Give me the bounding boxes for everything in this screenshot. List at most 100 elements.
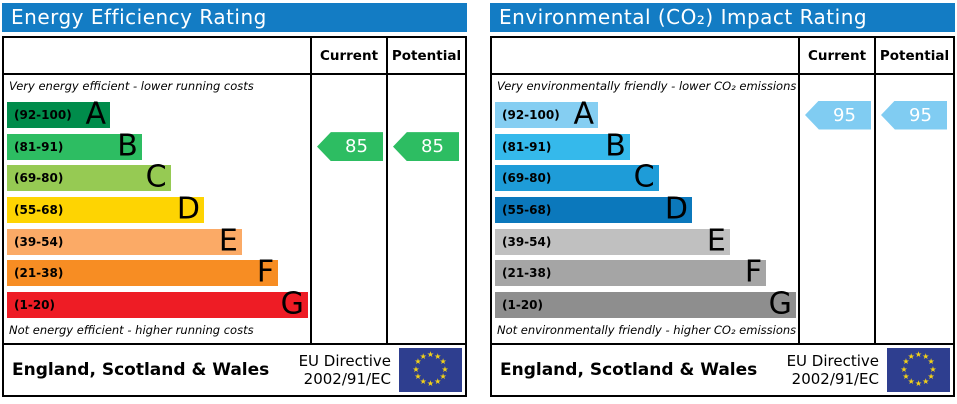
eu-star: ★	[434, 351, 442, 361]
current-rating-arrow: 85	[317, 132, 383, 162]
band-bar-c: (69-80) C	[7, 159, 171, 195]
band-range: (39-54)	[14, 235, 64, 249]
band-letter: E	[706, 223, 726, 259]
band-bar-f: (21-38) F	[7, 254, 279, 290]
band-bar-f: (21-38) F	[495, 257, 767, 287]
energy-efficiency-panel: Energy Efficiency Rating Current Potenti…	[2, 3, 467, 397]
current-rating-arrow: 95	[805, 100, 871, 130]
band-letter: B	[117, 128, 138, 164]
band-letter: D	[664, 191, 688, 227]
region-label: England, Scotland & Wales	[12, 360, 270, 380]
column-divider	[798, 38, 800, 343]
band-letter: F	[256, 254, 275, 290]
bottom-note: Not environmentally friendly - higher CO…	[497, 323, 797, 337]
band-row-g: (1-20) G	[7, 286, 310, 322]
eu-star: ★	[927, 357, 935, 367]
eu-star: ★	[902, 357, 910, 367]
band-letter: A	[573, 96, 595, 132]
eu-star: ★	[441, 364, 449, 374]
band-row-d: (55-68) D	[495, 191, 798, 227]
eu-star: ★	[922, 377, 930, 387]
band-bar-g: (1-20) G	[495, 289, 796, 319]
eu-star: ★	[419, 377, 427, 387]
top-note: Very energy efficient - lower running co…	[9, 79, 254, 93]
eu-star: ★	[922, 351, 930, 361]
eu-directive-line1: EU Directive	[786, 352, 879, 370]
environmental-impact-panel: Environmental (CO₂) Impact Rating Curren…	[490, 3, 955, 397]
band-row-b: (81-91) B	[7, 128, 310, 164]
eu-flag-icon: ★ ★ ★ ★ ★ ★ ★ ★ ★ ★ ★ ★	[399, 348, 462, 392]
eu-star: ★	[439, 371, 447, 381]
band-row-g: (1-20) G	[495, 289, 798, 319]
band-range: (55-68)	[14, 203, 64, 217]
band-range: (39-54)	[502, 235, 552, 249]
header-row-divider	[492, 73, 953, 75]
band-range: (55-68)	[502, 203, 552, 217]
eu-star: ★	[434, 377, 442, 387]
band-bar-g: (1-20) G	[7, 286, 308, 322]
band-bar-a: (92-100) A	[495, 96, 599, 132]
panel-title: Environmental (CO₂) Impact Rating	[490, 3, 955, 32]
band-bar-c: (69-80) C	[495, 159, 659, 195]
band-range: (1-20)	[502, 298, 543, 312]
potential-column-header: Potential	[391, 47, 462, 64]
band-range: (21-38)	[502, 266, 552, 280]
eu-star: ★	[902, 371, 910, 381]
band-letter: G	[280, 286, 304, 322]
energy-rating-chart: Current Potential Very energy efficient …	[2, 36, 467, 345]
band-row-c: (69-80) C	[495, 159, 798, 195]
potential-rating-arrow: 85	[393, 132, 459, 162]
band-row-a: (92-100) A	[7, 96, 310, 132]
bottom-note: Not energy efficient - higher running co…	[9, 323, 254, 337]
band-row-f: (21-38) F	[7, 254, 310, 290]
eu-star: ★	[907, 377, 915, 387]
band-bar-d: (55-68) D	[495, 191, 692, 227]
band-row-b: (81-91) B	[495, 128, 798, 164]
column-divider	[386, 38, 388, 343]
band-range: (1-20)	[14, 298, 55, 312]
column-divider	[874, 38, 876, 343]
band-range: (92-100)	[502, 108, 560, 122]
band-bar-b: (81-91) B	[7, 128, 142, 164]
band-bar-e: (39-54) E	[7, 223, 242, 259]
current-column-header: Current	[319, 47, 379, 64]
header-row-divider	[4, 73, 465, 75]
band-row-c: (69-80) C	[7, 159, 310, 195]
band-range: (92-100)	[14, 108, 72, 122]
panel-footer: England, Scotland & Wales EU Directive 2…	[2, 343, 467, 397]
current-column-header: Current	[807, 47, 867, 64]
eu-star: ★	[412, 364, 420, 374]
column-divider	[310, 38, 312, 343]
eu-directive-label: EU Directive 2002/91/EC	[299, 352, 391, 388]
band-bar-b: (81-91) B	[495, 128, 630, 164]
potential-column-header: Potential	[879, 47, 950, 64]
eu-star: ★	[439, 357, 447, 367]
band-range: (21-38)	[14, 266, 64, 280]
eu-star: ★	[419, 351, 427, 361]
band-letter: C	[633, 159, 655, 195]
eu-star: ★	[914, 350, 923, 359]
band-letter: C	[145, 159, 167, 195]
eu-directive-line2: 2002/91/EC	[303, 370, 391, 388]
eu-star: ★	[929, 364, 937, 374]
eu-star: ★	[927, 371, 935, 381]
band-letter: E	[218, 223, 238, 259]
band-letter: A	[85, 96, 107, 132]
eu-directive-line2: 2002/91/EC	[791, 370, 879, 388]
eu-directive-line1: EU Directive	[298, 352, 391, 370]
eu-star: ★	[426, 350, 435, 359]
band-range: (69-80)	[14, 171, 64, 185]
eu-star: ★	[900, 364, 908, 374]
band-letter: B	[605, 128, 626, 164]
band-bar-d: (55-68) D	[7, 191, 204, 227]
eu-star: ★	[914, 379, 923, 388]
environmental-rating-chart: Current Potential Very environmentally f…	[490, 36, 955, 345]
eu-flag-icon: ★ ★ ★ ★ ★ ★ ★ ★ ★ ★ ★ ★	[887, 348, 950, 392]
eu-star: ★	[426, 379, 435, 388]
panel-title: Energy Efficiency Rating	[2, 3, 467, 32]
eu-star: ★	[907, 351, 915, 361]
band-bar-a: (92-100) A	[7, 96, 111, 132]
band-letter: D	[176, 191, 200, 227]
top-note: Very environmentally friendly - lower CO…	[497, 79, 797, 93]
eu-star: ★	[414, 371, 422, 381]
